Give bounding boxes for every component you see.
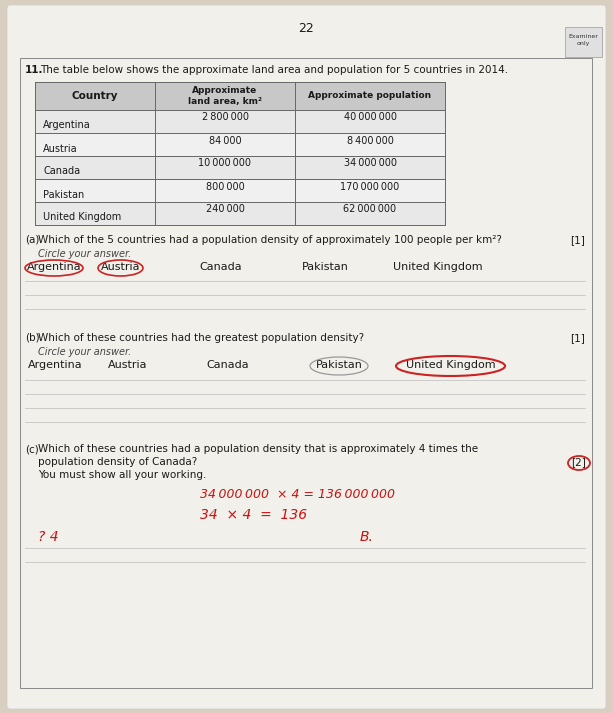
FancyBboxPatch shape (35, 202, 445, 225)
Text: You must show all your working.: You must show all your working. (38, 470, 207, 480)
Text: 62 000 000: 62 000 000 (343, 205, 397, 215)
Text: Which of these countries had a population density that is approximately 4 times : Which of these countries had a populatio… (38, 444, 478, 454)
Text: 170 000 000: 170 000 000 (340, 182, 400, 192)
FancyBboxPatch shape (7, 5, 606, 709)
Text: Argentina: Argentina (43, 120, 91, 130)
Text: Approximate
land area, km²: Approximate land area, km² (188, 86, 262, 106)
Text: 34 000 000  × 4 = 136 000 000: 34 000 000 × 4 = 136 000 000 (200, 488, 395, 501)
Text: United Kingdom: United Kingdom (406, 360, 495, 370)
Text: Canada: Canada (206, 360, 249, 370)
Text: The table below shows the approximate land area and population for 5 countries i: The table below shows the approximate la… (40, 65, 508, 75)
Text: Pakistan: Pakistan (43, 190, 84, 200)
Text: Which of the 5 countries had a population density of approximately 100 people pe: Which of the 5 countries had a populatio… (38, 235, 502, 245)
Text: Circle your answer.: Circle your answer. (38, 249, 131, 259)
Text: 2 800 000: 2 800 000 (202, 113, 248, 123)
FancyBboxPatch shape (35, 156, 445, 179)
Text: Examiner
only: Examiner only (568, 34, 598, 46)
Text: [2]: [2] (571, 457, 587, 467)
Text: 84 000: 84 000 (208, 135, 242, 145)
Text: 10 000 000: 10 000 000 (199, 158, 251, 168)
FancyBboxPatch shape (565, 27, 602, 57)
Text: 800 000: 800 000 (205, 182, 245, 192)
Text: Pakistan: Pakistan (316, 360, 362, 370)
FancyBboxPatch shape (35, 133, 445, 156)
Text: 8 400 000: 8 400 000 (346, 135, 394, 145)
Text: Argentina: Argentina (27, 262, 82, 272)
Text: Pakistan: Pakistan (302, 262, 348, 272)
Text: 240 000: 240 000 (205, 205, 245, 215)
Text: United Kingdom: United Kingdom (43, 212, 121, 222)
Text: (b): (b) (25, 333, 40, 343)
Text: 40 000 000: 40 000 000 (343, 113, 397, 123)
Text: Approximate population: Approximate population (308, 91, 432, 101)
FancyBboxPatch shape (35, 82, 445, 110)
Text: (c): (c) (25, 444, 39, 454)
Text: 34  × 4  =  136: 34 × 4 = 136 (200, 508, 307, 522)
Text: United Kingdom: United Kingdom (393, 262, 482, 272)
Text: Austria: Austria (101, 262, 140, 272)
Text: [1]: [1] (570, 235, 585, 245)
Text: [1]: [1] (570, 333, 585, 343)
Text: (a): (a) (25, 235, 39, 245)
Text: Which of these countries had the greatest population density?: Which of these countries had the greates… (38, 333, 364, 343)
FancyBboxPatch shape (35, 179, 445, 202)
Text: Circle your answer.: Circle your answer. (38, 347, 131, 357)
Text: 11.: 11. (25, 65, 44, 75)
Text: ? 4: ? 4 (38, 530, 59, 544)
Text: Austria: Austria (108, 360, 147, 370)
Text: Argentina: Argentina (28, 360, 82, 370)
Text: B.: B. (360, 530, 374, 544)
Text: Country: Country (72, 91, 118, 101)
Text: Canada: Canada (43, 167, 80, 177)
Text: population density of Canada?: population density of Canada? (38, 457, 197, 467)
FancyBboxPatch shape (35, 110, 445, 133)
Text: Canada: Canada (199, 262, 242, 272)
Text: 34 000 000: 34 000 000 (343, 158, 397, 168)
Text: Austria: Austria (43, 143, 78, 153)
Text: 22: 22 (298, 22, 314, 35)
